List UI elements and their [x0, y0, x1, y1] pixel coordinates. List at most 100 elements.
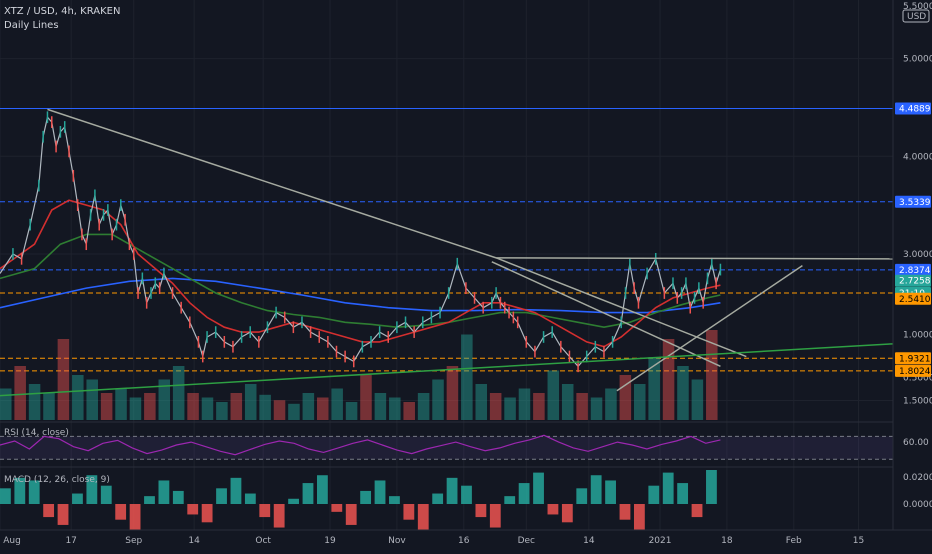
volume-bar-15	[216, 402, 228, 420]
volume-bar-35	[504, 397, 516, 420]
volume-bar-23	[331, 388, 343, 420]
macd-hist-bar-35	[504, 496, 516, 504]
time-tick-10: 2021	[649, 536, 672, 546]
volume-bar-32	[461, 334, 473, 420]
macd-hist-bar-43	[619, 504, 631, 520]
rsi-label[interactable]: RSI (14, close)	[4, 428, 69, 438]
trendline-2[interactable]	[495, 257, 747, 358]
trendline-0[interactable]	[47, 108, 497, 259]
macd-hist-bar-38	[547, 504, 559, 515]
price-tick-4: 1.0000	[903, 331, 932, 341]
volume-bar-5	[72, 375, 84, 420]
volume-bar-38	[547, 370, 560, 420]
volume-bar-20	[288, 403, 300, 420]
macd-hist-bar-15	[216, 488, 227, 504]
macd-label[interactable]: MACD (12, 26, close, 9)	[4, 475, 110, 485]
currency-label[interactable]: USD	[907, 12, 926, 22]
macd-hist-bar-23	[331, 504, 343, 512]
macd-hist-bar-10	[144, 496, 155, 504]
volume-bar-25	[360, 375, 372, 420]
time-tick-12: Feb	[786, 536, 802, 546]
price-badge-2[interactable]	[895, 263, 931, 276]
price-badge-label-7: 1.8024	[899, 367, 931, 377]
currency-box[interactable]	[902, 9, 930, 23]
time-tick-4: Oct	[255, 536, 271, 546]
macd-hist-bar-31	[446, 477, 458, 504]
volume-bar-34	[489, 393, 502, 420]
price-tick-2: 3.0000	[903, 250, 932, 260]
macd-hist-bar-40	[576, 488, 588, 504]
volume-bar-17	[244, 384, 257, 420]
volume-bar-14	[201, 397, 214, 420]
macd-tick-0: 0.0200	[903, 473, 932, 483]
volume-bar-24	[345, 402, 358, 420]
price-tick-0: 5.0000	[903, 55, 932, 65]
price-badge-6[interactable]	[895, 352, 931, 365]
study-label[interactable]: Daily Lines	[4, 20, 59, 31]
macd-hist-bar-25	[360, 490, 372, 504]
volume-bar-28	[403, 402, 415, 420]
macd-hist-bar-47	[677, 483, 689, 504]
rsi-band	[0, 436, 893, 460]
macd-hist-bar-1	[14, 477, 26, 504]
trendline-3[interactable]	[491, 261, 721, 367]
volume-bar-3	[43, 393, 55, 420]
volume-bar-2	[28, 384, 41, 420]
volume-bar-47	[677, 366, 689, 420]
volume-bar-27	[389, 397, 401, 420]
trendline-4[interactable]	[616, 265, 803, 392]
volume-bar-4	[57, 339, 70, 420]
trendline-1[interactable]	[496, 257, 894, 260]
price-badge-label-2: 2.8374	[899, 266, 931, 276]
macd-hist-bar-17	[244, 493, 256, 504]
macd-hist-bar-2	[28, 480, 40, 504]
price-badge-5[interactable]	[895, 292, 931, 305]
time-tick-7: 16	[458, 536, 470, 546]
price-badge-label-3: 2.7258	[899, 277, 931, 287]
macd-hist-bar-9	[129, 504, 141, 531]
macd-hist-bar-18	[259, 504, 271, 518]
volume-bar-31	[446, 366, 459, 420]
macd-hist-bar-29	[417, 504, 429, 531]
macd-hist-bar-49	[706, 470, 717, 504]
macd-hist-bar-22	[316, 475, 328, 504]
macd-hist-bar-42	[605, 480, 616, 504]
volume-bar-40	[576, 393, 588, 420]
macd-hist-bar-27	[389, 496, 400, 504]
volume-bar-21	[302, 393, 315, 420]
rsi-line[interactable]	[0, 434, 721, 456]
volume-bar-8	[115, 388, 127, 420]
symbol-title[interactable]: XTZ / USD, 4h, KRAKEN	[4, 6, 121, 17]
price-badge-1[interactable]	[895, 195, 931, 208]
macd-hist-bar-33	[475, 504, 487, 518]
macd-hist-bar-13	[187, 504, 199, 515]
macd-hist-bar-19	[273, 504, 285, 528]
macd-hist-bar-39	[561, 504, 573, 523]
volume-bar-43	[619, 375, 632, 420]
price-badge-3[interactable]	[895, 274, 931, 287]
macd-hist-bar-34	[489, 504, 501, 528]
ema-blue-line[interactable]	[0, 277, 721, 314]
price-tick-3: 1.5000	[903, 396, 932, 406]
trendline-5[interactable]	[0, 343, 894, 397]
volume-bar-45	[648, 357, 660, 420]
volume-bar-36	[518, 388, 531, 420]
volume-bar-49	[706, 330, 718, 420]
volume-bar-10	[144, 393, 156, 420]
macd-hist-bar-24	[345, 504, 357, 525]
volume-bar-26	[374, 393, 387, 420]
macd-hist-bar-21	[302, 483, 314, 504]
volume-bar-9	[129, 397, 142, 420]
price-badge-0[interactable]	[895, 102, 931, 115]
volume-bar-0	[0, 388, 12, 420]
volume-bar-48	[691, 379, 704, 420]
macd-hist-bar-46	[662, 472, 674, 504]
price-tick-top: 5.5000	[903, 2, 932, 12]
volume-bar-19	[273, 400, 286, 420]
price-tick-1: 4.0000	[903, 152, 932, 162]
rsi-tick: 60.00	[903, 438, 929, 448]
price-badge-7[interactable]	[895, 364, 931, 377]
time-tick-9: 14	[583, 536, 595, 546]
